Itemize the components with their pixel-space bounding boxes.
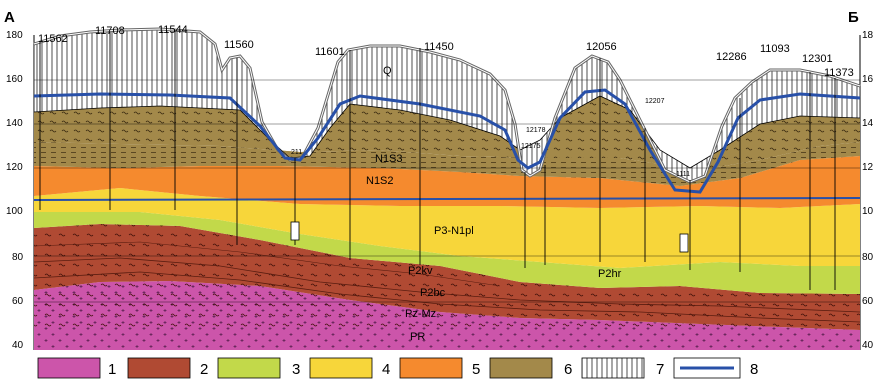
well-label: 12286 (716, 51, 747, 63)
y-tick-right: 14 (862, 118, 874, 129)
y-tick-right: 10 (862, 206, 874, 217)
y-tick: 120 (6, 162, 23, 173)
well-label: 11562 (38, 33, 68, 45)
well-label: 11708 (95, 25, 125, 37)
unit-label-p2bc: P2bc (420, 287, 446, 299)
legend-swatch-5 (399, 357, 463, 379)
legend-swatch-7 (581, 357, 645, 379)
layer-n1s2 (34, 156, 860, 208)
well-label: 12301 (802, 53, 833, 65)
well-label: 12056 (586, 41, 617, 53)
legend-swatch-3 (217, 357, 281, 379)
unit-label-pr: PR (410, 331, 425, 343)
y-tick-right: 60 (862, 296, 874, 307)
y-tick-right: 12 (862, 162, 874, 173)
layer-p2hr (34, 212, 860, 294)
well-label: 11601 (315, 46, 345, 58)
well-label: 11560 (224, 39, 254, 51)
corner-label-right: Б (848, 9, 859, 26)
right-y-ticks: 18 16 14 12 10 80 60 40 (862, 30, 874, 351)
y-tick-right: 18 (862, 30, 874, 41)
y-tick-right: 16 (862, 74, 874, 85)
well-label: 11373 (824, 67, 854, 79)
layer-p3-n1pl (34, 188, 860, 268)
well-screen-icon (679, 233, 689, 253)
legend-label-4: 4 (382, 361, 390, 378)
layer-n1s3-hatch (34, 142, 860, 186)
contact-line-3 (33, 241, 501, 287)
y-tick: 140 (6, 118, 23, 129)
legend-label-3: 3 (292, 361, 300, 378)
y-tick: 60 (12, 296, 24, 307)
well-labels: 11562 11708 11544 11560 11601 11450 1205… (38, 24, 854, 79)
y-tick: 40 (12, 340, 24, 351)
well-label-small: 12178 (526, 127, 546, 134)
well-label-small: 12207 (645, 98, 665, 105)
legend-label-5: 5 (472, 361, 480, 378)
unit-label-pz-mz: Pz-Mz (405, 308, 436, 320)
well-label: 11544 (158, 24, 188, 36)
well-screen-icon (290, 221, 300, 241)
legend-label-7: 7 (656, 361, 664, 378)
unit-labels: Q N1S3 N1S2 P3-N1pl P2hr P2kv P2bc Pz-Mz… (366, 65, 622, 343)
contact-line-2 (33, 271, 861, 323)
grid-lines (34, 79, 860, 303)
ground-surface-inner (33, 28, 861, 183)
legend: 1 2 3 4 5 6 7 8 (37, 357, 758, 379)
layer-paleogene-hatch (34, 224, 860, 330)
legend-label-2: 2 (200, 361, 208, 378)
well-label: 11093 (760, 43, 790, 55)
legend-swatch-1 (37, 357, 101, 379)
legend-label-8: 8 (750, 361, 758, 378)
well-labels-small: 211 12178 12175 12207 1111 (291, 98, 690, 178)
unit-label-n1s3: N1S3 (375, 153, 403, 165)
y-tick: 160 (6, 74, 23, 85)
y-tick: 100 (6, 206, 23, 217)
unit-label-p2hr: P2hr (598, 268, 622, 280)
layer-neogene-clay-hatch (34, 96, 860, 170)
corner-label-left: А (4, 9, 15, 26)
well-label-small: 1111 (676, 171, 690, 178)
water-level-line (33, 88, 861, 194)
unit-label-p3-n1pl: P3-N1pl (434, 225, 474, 237)
left-y-ticks: 180 160 140 120 100 80 60 40 (6, 30, 24, 351)
well-bores (39, 30, 836, 290)
contact-line-1 (33, 257, 861, 313)
water-level-line-2 (33, 197, 861, 201)
unit-label-q: Q (383, 65, 392, 77)
unit-label-n1s2: N1S2 (366, 175, 394, 187)
y-tick-right: 40 (862, 340, 874, 351)
y-tick: 80 (12, 252, 24, 263)
legend-swatch-6 (489, 357, 553, 379)
y-tick-right: 80 (862, 252, 874, 263)
legend-swatch-2 (127, 357, 191, 379)
legend-swatch-4 (309, 357, 373, 379)
y-tick: 180 (6, 30, 23, 41)
well-label-small: 211 (291, 149, 302, 156)
unit-label-p2kv: P2kv (408, 265, 433, 277)
well-label-small: 12175 (521, 143, 541, 150)
well-label: 11450 (424, 41, 454, 53)
legend-label-6: 6 (564, 361, 572, 378)
legend-label-1: 1 (108, 361, 116, 378)
